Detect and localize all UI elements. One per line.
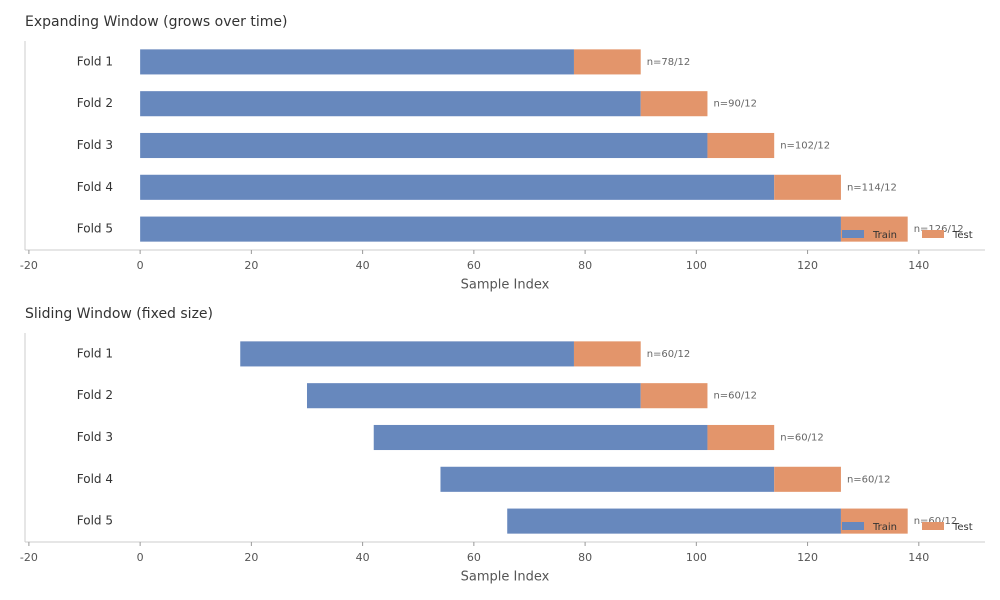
bar: [440, 466, 775, 492]
x-axis-label: Sample Index: [461, 570, 550, 585]
bar-annotation: n=60/12: [647, 349, 691, 360]
y-tick-label: Fold 2: [77, 96, 113, 110]
y-tick-label: Fold 4: [77, 472, 113, 486]
legend-label: Test: [952, 230, 973, 241]
y-tick-label: Fold 5: [77, 222, 113, 236]
bar-annotation: n=60/12: [914, 516, 958, 527]
x-tick-label: 60: [467, 259, 481, 272]
bar: [774, 174, 841, 200]
bar-annotation: n=60/12: [847, 474, 891, 485]
bar: [140, 49, 574, 75]
bar-annotation: n=60/12: [713, 391, 757, 402]
x-tick-label: 20: [244, 259, 258, 272]
x-tick-label: 140: [908, 259, 929, 272]
x-tick-label: 40: [356, 259, 370, 272]
x-tick-label: 140: [908, 551, 929, 564]
bar: [373, 424, 708, 451]
x-tick-label: 100: [686, 259, 707, 272]
y-tick-label: Fold 3: [77, 430, 113, 444]
legend-label: Train: [872, 522, 897, 533]
bar: [140, 216, 841, 242]
x-tick-label: 80: [578, 551, 592, 564]
y-tick-label: Fold 5: [77, 514, 113, 528]
y-tick-label: Fold 4: [77, 180, 113, 194]
legend-label: Train: [872, 230, 897, 241]
bar: [573, 49, 641, 75]
bar: [640, 383, 708, 409]
bar: [707, 132, 775, 159]
y-tick-label: Fold 1: [77, 54, 113, 68]
bar-annotation: n=90/12: [713, 99, 757, 110]
x-tick-label: 80: [578, 259, 592, 272]
legend-swatch: [922, 230, 944, 238]
bar-annotation: n=60/12: [780, 433, 824, 444]
x-tick-label: -20: [20, 551, 38, 564]
bar: [140, 132, 708, 159]
bar: [573, 341, 641, 367]
x-tick-label: -20: [20, 259, 38, 272]
bar: [140, 91, 641, 117]
y-tick-label: Fold 1: [77, 346, 113, 360]
bar: [306, 383, 641, 409]
x-tick-label: 0: [137, 259, 144, 272]
x-tick-label: 60: [467, 551, 481, 564]
x-tick-label: 20: [244, 551, 258, 564]
legend-swatch: [922, 522, 944, 530]
x-axis-label: Sample Index: [461, 278, 550, 293]
x-tick-label: 120: [797, 259, 818, 272]
bar-annotation: n=126/12: [914, 224, 964, 235]
bar: [640, 91, 708, 117]
x-tick-label: 100: [686, 551, 707, 564]
bar: [507, 508, 841, 534]
bar-annotation: n=114/12: [847, 182, 897, 193]
bar-annotation: n=78/12: [647, 57, 691, 68]
legend-label: Test: [952, 522, 973, 533]
bar: [240, 341, 574, 367]
bar: [707, 424, 775, 451]
chart-title: Expanding Window (grows over time): [25, 14, 287, 30]
x-tick-label: 120: [797, 551, 818, 564]
bar: [774, 466, 841, 492]
chart-title: Sliding Window (fixed size): [25, 306, 213, 322]
legend-swatch: [842, 522, 864, 530]
legend-swatch: [842, 230, 864, 238]
y-tick-label: Fold 2: [77, 388, 113, 402]
x-tick-label: 0: [137, 551, 144, 564]
y-tick-label: Fold 3: [77, 138, 113, 152]
bar: [140, 174, 775, 200]
bar-annotation: n=102/12: [780, 141, 830, 152]
x-tick-label: 40: [356, 551, 370, 564]
